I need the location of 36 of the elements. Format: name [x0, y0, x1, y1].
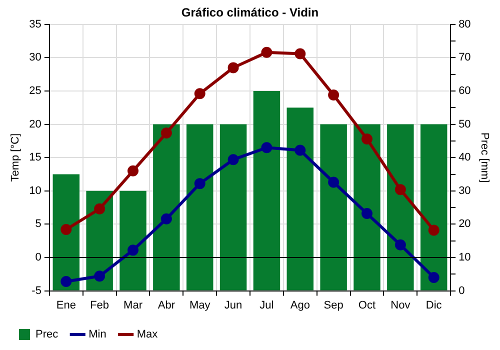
x-tick-label: Jun [224, 299, 242, 312]
x-tick-label: Nov [390, 299, 411, 312]
y-tick-label: 15 [29, 152, 42, 164]
y2-tick-label: 30 [458, 184, 471, 197]
y2-tick-label: 10 [458, 252, 471, 264]
x-tick-label: Abr [158, 299, 176, 312]
y-tick-label: -5 [32, 284, 42, 297]
y-tick-label: 25 [29, 85, 42, 98]
y-tick-label: 30 [29, 52, 42, 64]
y-tick-label: 10 [29, 184, 42, 197]
y2-tick-label: 50 [458, 118, 471, 130]
y2-tick-label: 70 [458, 52, 471, 64]
y2-axis-title: Prec [mm] [478, 132, 490, 183]
y2-tick-label: 0 [458, 284, 465, 297]
y-tick-label: 35 [29, 18, 42, 30]
legend-label: Max [136, 328, 158, 341]
x-tick-label: Ago [290, 299, 310, 312]
y2-tick-label: 40 [458, 152, 471, 164]
y-tick-label: 20 [29, 118, 42, 130]
y-tick-label: 5 [35, 218, 42, 230]
legend-label: Min [88, 328, 106, 341]
x-tick-label: Oct [358, 299, 376, 312]
x-tick-label: Dic [426, 299, 442, 312]
y2-tick-label: 80 [458, 18, 471, 30]
y-tick-label: 0 [35, 252, 42, 264]
y2-tick-label: 20 [458, 218, 471, 230]
x-tick-label: Ene [56, 299, 76, 312]
x-tick-label: May [189, 299, 211, 312]
x-tick-label: Sep [324, 299, 344, 312]
chart-title: Gráfico climático - Vidin [181, 6, 319, 20]
legend-label: Prec [36, 328, 59, 341]
y2-tick-label: 60 [458, 85, 471, 98]
y-axis-title: Temp [°C] [10, 133, 22, 182]
x-tick-label: Mar [124, 299, 143, 312]
x-tick-label: Jul [260, 299, 274, 312]
x-tick-label: Feb [90, 299, 110, 312]
